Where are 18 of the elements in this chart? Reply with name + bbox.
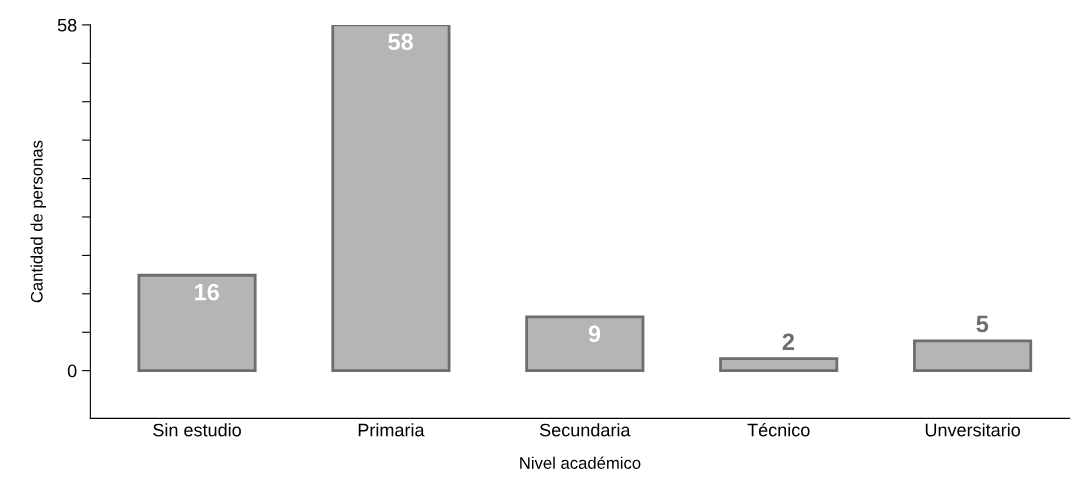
x-tick-label: Unversitario <box>925 423 1021 437</box>
x-axis-title: Nivel académico <box>520 456 641 469</box>
bar <box>525 315 645 373</box>
x-tick-label: Secundaria <box>539 423 631 437</box>
x-tick-label: Técnico <box>747 422 810 437</box>
x-tick-label: Primaria <box>358 423 425 437</box>
data-label: 16 <box>195 283 219 301</box>
data-label: 58 <box>388 33 414 51</box>
y-tick-label: 0 <box>67 364 77 378</box>
data-label: 5 <box>976 315 989 333</box>
x-tick-label: Sin estudio <box>153 423 241 437</box>
bar <box>913 339 1033 373</box>
bar <box>137 273 257 373</box>
bar <box>719 357 839 373</box>
data-label: 2 <box>782 333 795 350</box>
bar <box>331 24 451 373</box>
data-label: 9 <box>588 325 601 343</box>
y-axis-title: Cantidad de personas <box>30 140 46 303</box>
